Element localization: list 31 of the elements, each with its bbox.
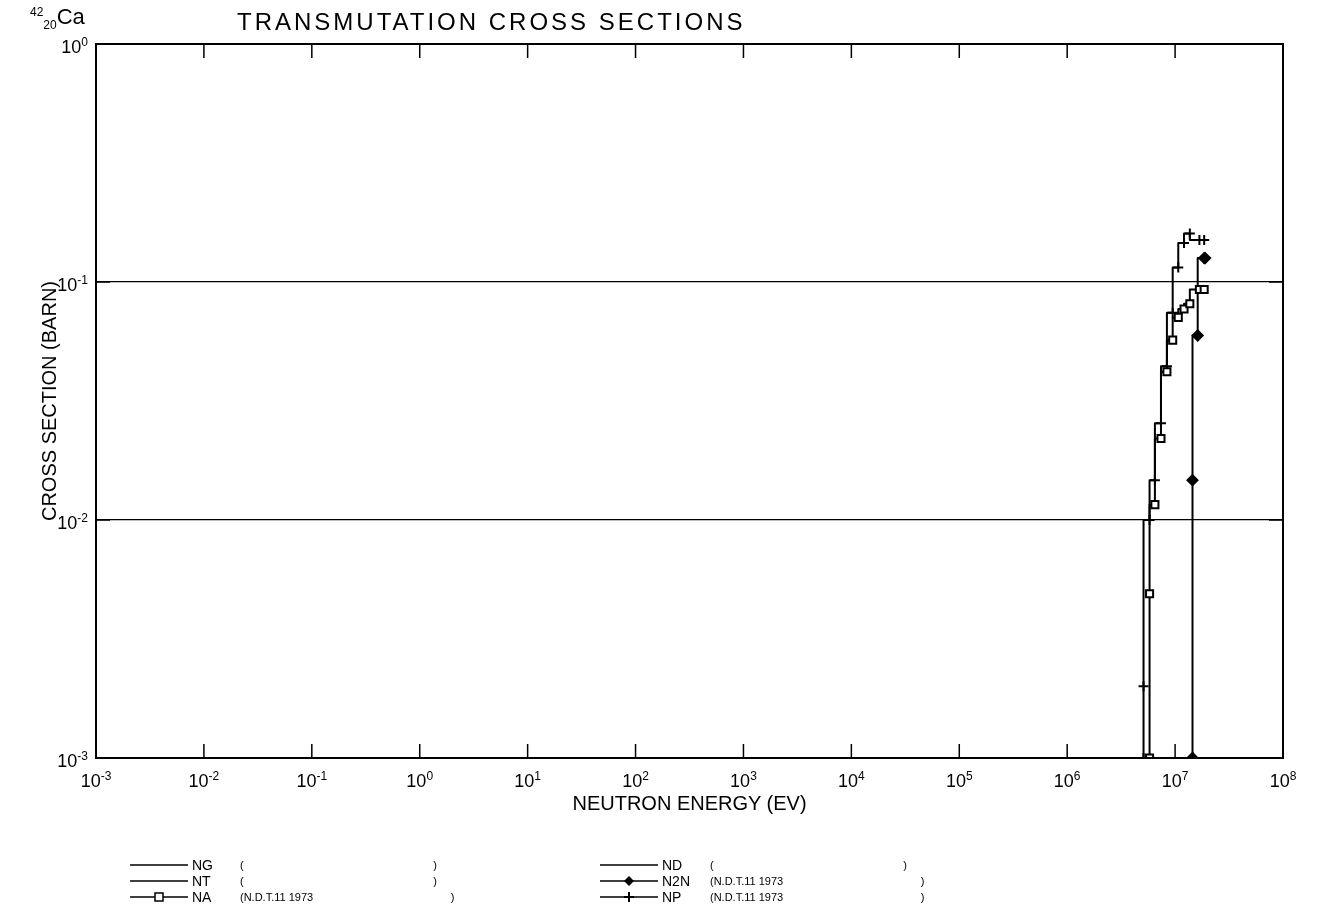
x-tick-label: 10$^{8}$ — [1269, 768, 1297, 791]
legend-label: NG — [192, 857, 214, 873]
x-tick-label: 10$^{-1}$ — [296, 768, 328, 791]
legend-label: NP — [662, 889, 683, 905]
y-tick-label: 10$^{-1}$ — [57, 271, 88, 295]
x-tick-label: 10$^{2}$ — [622, 768, 649, 791]
legend-label: N2N — [662, 873, 691, 889]
x-tick-label: 10$^{4}$ — [838, 768, 865, 791]
y-axis-title: CROSS SECTION (BARN) — [37, 280, 60, 522]
chart-title: TRANSMUTATION CROSS SECTIONS — [237, 8, 746, 36]
x-tick-label: 10$^{3}$ — [730, 768, 757, 791]
x-axis-title: NEUTRON ENERGY (EV) — [572, 791, 807, 814]
x-tick-label: 10$^{7}$ — [1161, 768, 1189, 791]
y-tick-label: 10$^{0}$ — [61, 33, 88, 57]
text: ( ) — [240, 859, 437, 871]
legend-label: NT — [192, 873, 212, 889]
y-tick-label: 10$^{-3}$ — [57, 747, 88, 771]
text: (N.D.T.11 1973 ) — [240, 891, 455, 903]
legend-label: NA — [192, 889, 213, 905]
x-tick-label: 10$^{-3}$ — [80, 768, 112, 791]
x-tick-label: 10$^{0}$ — [406, 768, 434, 791]
legend-label: ND — [662, 857, 684, 873]
text: (N.D.T.11 1973 ) — [710, 875, 925, 887]
x-tick-label: 10$^{1}$ — [514, 768, 541, 791]
x-tick-label: 10$^{5}$ — [945, 768, 973, 791]
y-tick-label: 10$^{-2}$ — [57, 509, 88, 533]
text: ( ) — [710, 859, 907, 871]
x-tick-label: 10$^{6}$ — [1053, 768, 1081, 791]
x-tick-label: 10$^{-2}$ — [188, 768, 220, 791]
text: ( ) — [240, 875, 437, 887]
text: (N.D.T.11 1973 ) — [710, 891, 925, 903]
